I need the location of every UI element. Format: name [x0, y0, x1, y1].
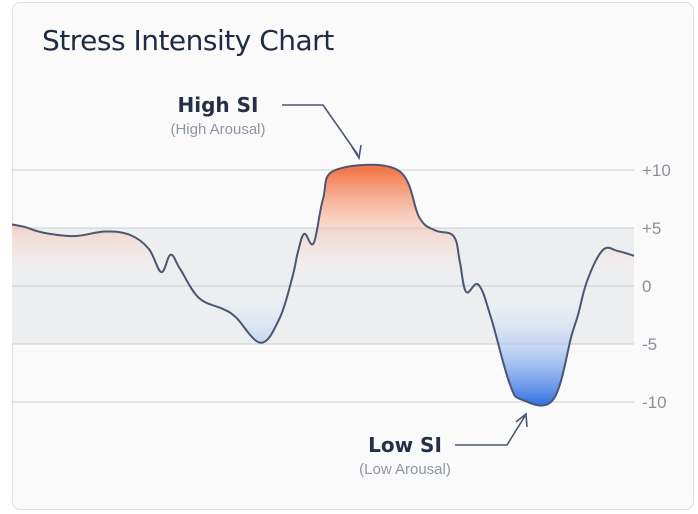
annotation-high-arrow	[282, 104, 359, 156]
annotation-low: Low SI (Low Arousal)	[359, 412, 528, 478]
y-tick-label: +5	[642, 219, 661, 238]
y-tick-label: 0	[642, 277, 651, 296]
annotation-high: High SI (High Arousal)	[170, 93, 362, 161]
annotation-low-label: Low SI	[368, 433, 442, 457]
chart-title: Stress Intensity Chart	[42, 24, 334, 57]
arrowhead-icon	[351, 144, 362, 161]
annotation-high-label: High SI	[178, 93, 259, 117]
y-tick-label: -10	[642, 393, 667, 412]
annotation-low-sublabel: (Low Arousal)	[359, 461, 451, 478]
annotation-high-sublabel: (High Arousal)	[170, 121, 265, 138]
annotation-low-arrow	[455, 415, 526, 446]
intensity-area-fill	[12, 164, 634, 406]
y-tick-label: -5	[642, 335, 657, 354]
y-axis-ticks: +10 +5 0 -5 -10	[642, 161, 671, 412]
intensity-line	[11, 163, 635, 407]
y-tick-label: +10	[642, 161, 671, 180]
arrowhead-icon	[515, 412, 528, 428]
